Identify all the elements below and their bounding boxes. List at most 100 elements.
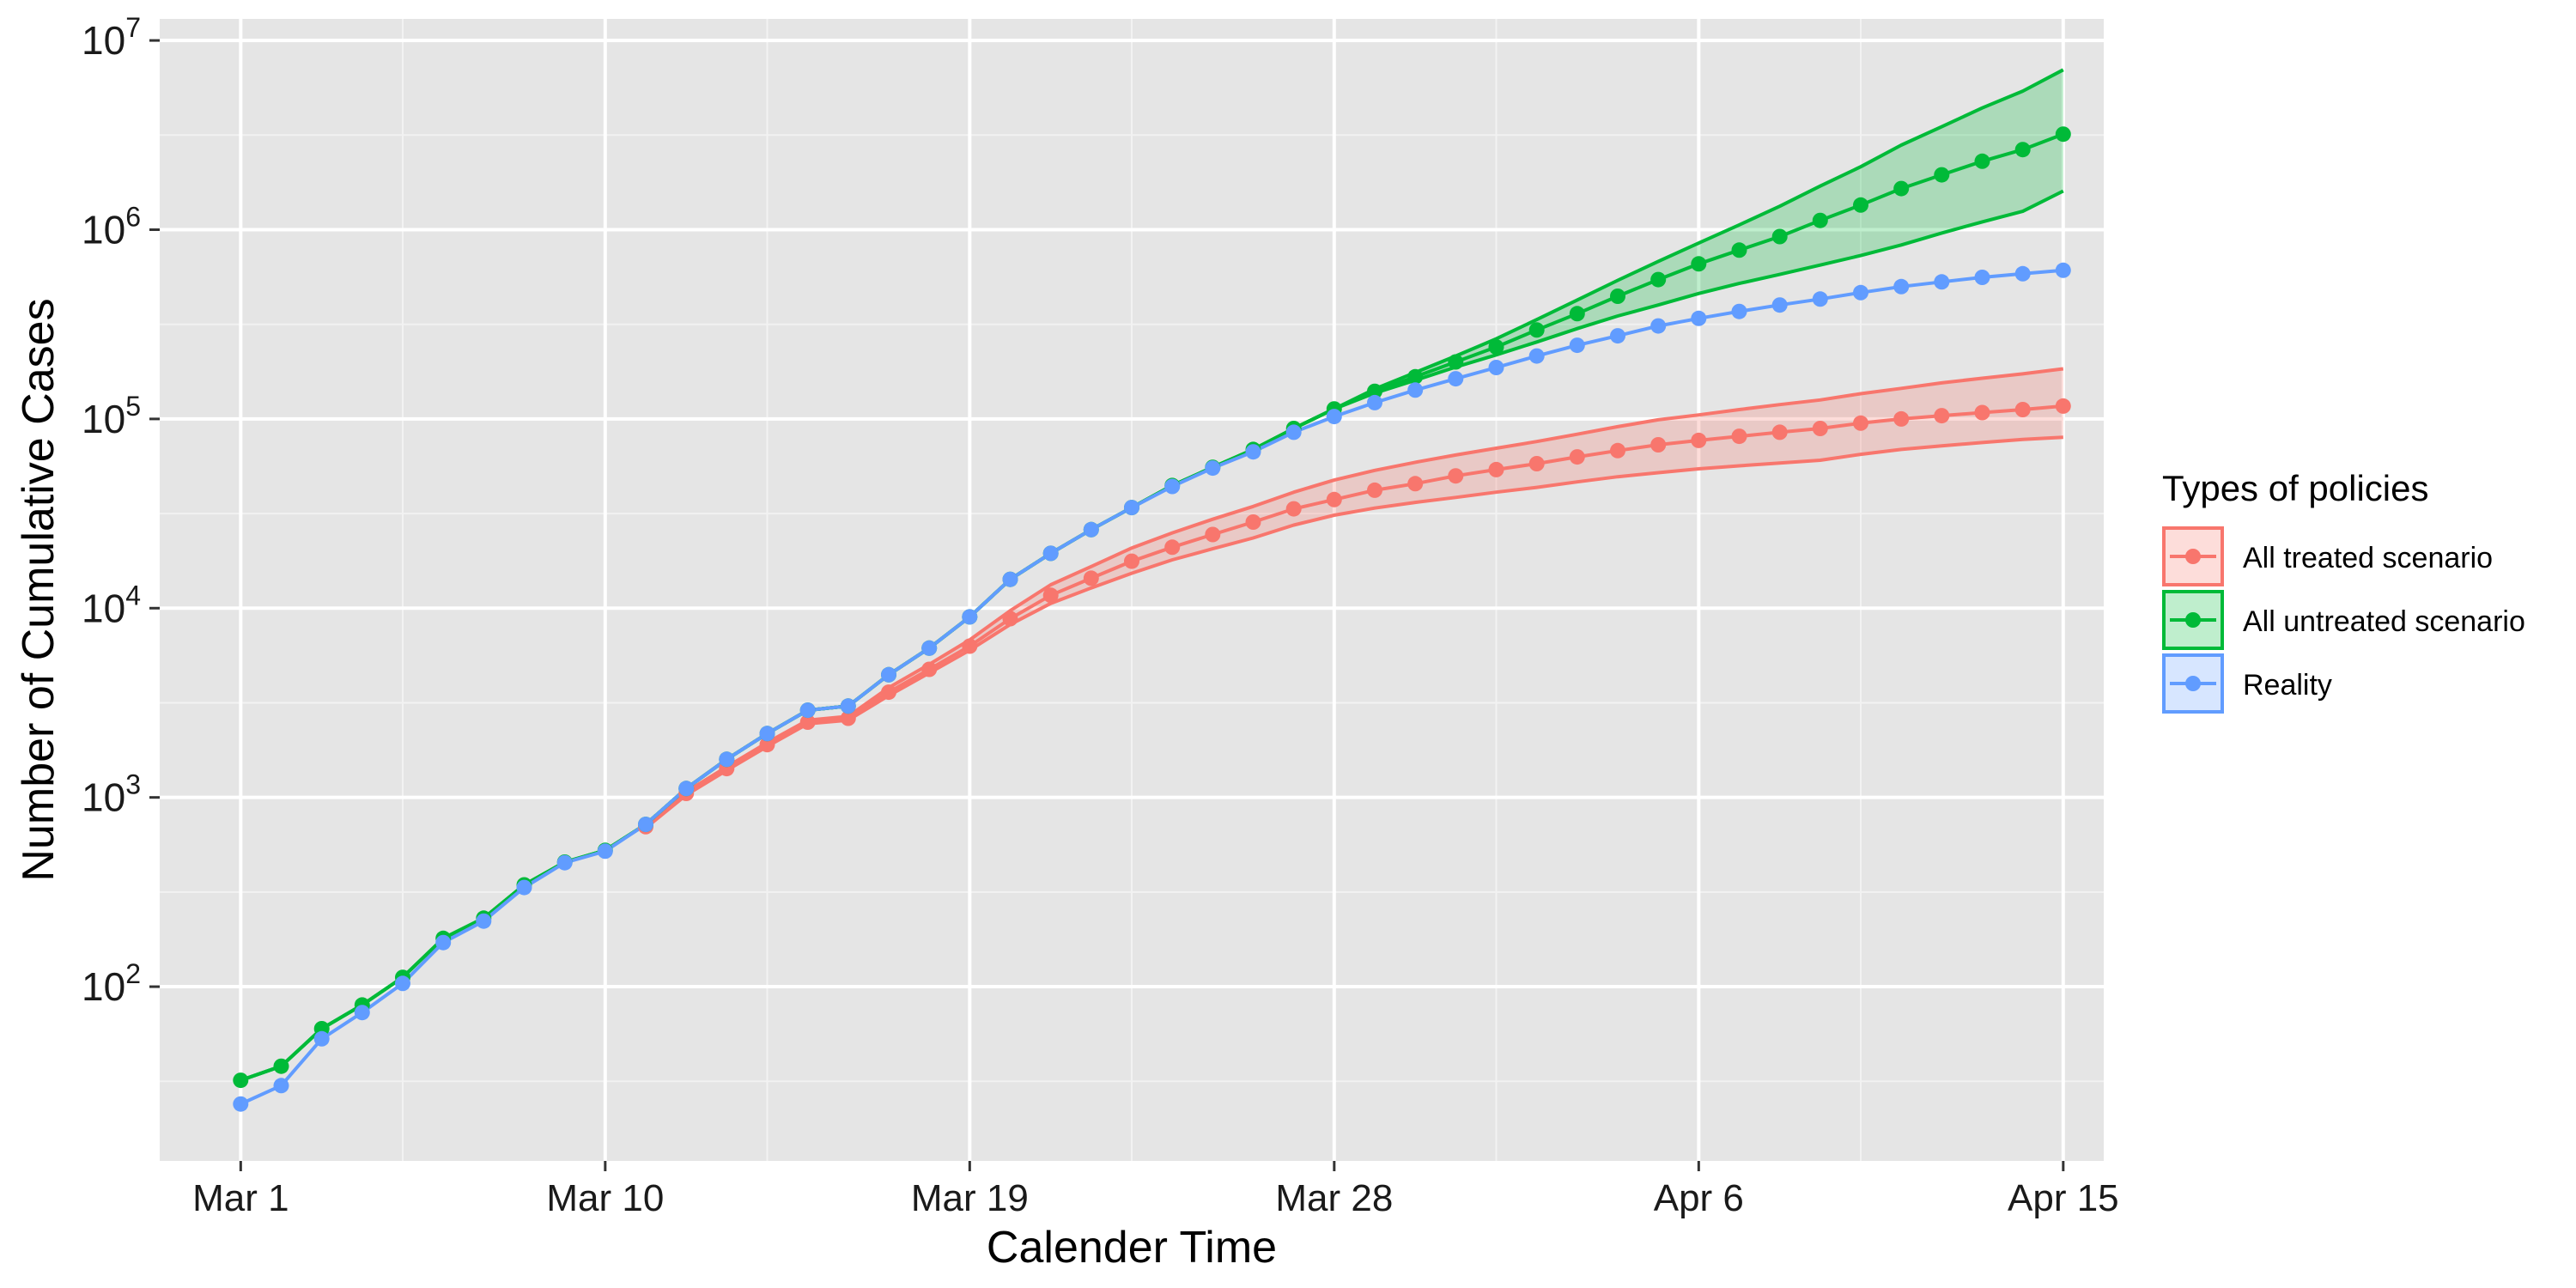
point-all-treated-scenario [1812, 421, 1828, 436]
point-all-treated-scenario [1974, 404, 1990, 421]
point-reality [1569, 337, 1585, 354]
point-reality [1326, 409, 1342, 425]
point-reality [435, 934, 452, 951]
point-all-untreated-scenario [1893, 180, 1910, 197]
point-reality [1367, 394, 1382, 410]
point-reality [476, 913, 492, 929]
x-tick-label: Mar 28 [1275, 1177, 1393, 1219]
point-all-treated-scenario [759, 737, 775, 753]
point-reality [395, 975, 410, 992]
point-reality [1205, 460, 1221, 477]
x-tick-label: Apr 15 [2008, 1177, 2119, 1219]
point-reality [719, 751, 735, 768]
point-all-treated-scenario [1245, 514, 1261, 530]
legend-item-all-treated-scenario: All treated scenario [2162, 526, 2493, 586]
point-all-treated-scenario [1853, 415, 1868, 431]
point-reality [1893, 278, 1910, 295]
point-all-treated-scenario [1488, 461, 1504, 477]
point-all-untreated-scenario [1528, 322, 1545, 338]
legend: Types of policies All treated scenario Al… [2162, 468, 2525, 714]
point-all-untreated-scenario [2055, 126, 2071, 143]
y-tick-label: 103 [82, 769, 141, 820]
bound-lower-all-treated-scenario [644, 435, 2063, 829]
y-tick-base: 10 [82, 964, 125, 1009]
point-all-treated-scenario [921, 661, 938, 677]
y-tick-exponent: 2 [125, 958, 141, 989]
point-all-treated-scenario [1002, 611, 1018, 627]
point-all-treated-scenario [1771, 424, 1788, 440]
point-all-treated-scenario [1042, 587, 1059, 604]
legend-label: All untreated scenario [2243, 605, 2525, 638]
y-tick-exponent: 5 [125, 391, 141, 422]
y-tick-exponent: 4 [125, 580, 141, 611]
point-reality [1610, 328, 1625, 344]
y-tick-base: 10 [82, 208, 125, 252]
point-all-untreated-scenario [233, 1072, 249, 1089]
point-reality [1853, 284, 1868, 301]
x-tick-label: Mar 10 [546, 1177, 664, 1219]
point-reality [273, 1078, 289, 1094]
point-all-treated-scenario [1691, 432, 1707, 448]
point-all-untreated-scenario [1974, 153, 1990, 169]
point-all-untreated-scenario [2014, 142, 2031, 158]
point-all-untreated-scenario [1488, 339, 1504, 355]
x-tick-label: Mar 1 [192, 1177, 289, 1219]
point-all-untreated-scenario [1853, 197, 1868, 213]
x-axis: Mar 1 Mar 10 Mar 19 Mar 28 Apr 6 Apr 15 [192, 1161, 2119, 1219]
point-all-untreated-scenario [1650, 271, 1667, 288]
point-reality [799, 702, 816, 719]
point-reality [1407, 382, 1424, 398]
point-reality [1731, 303, 1747, 319]
point-all-treated-scenario [1124, 553, 1139, 569]
point-reality [1528, 348, 1545, 364]
point-reality [233, 1096, 249, 1112]
y-tick-base: 10 [82, 18, 125, 63]
point-all-treated-scenario [1326, 491, 1342, 507]
point-reality [1002, 571, 1018, 587]
point-all-untreated-scenario [1934, 167, 1950, 183]
ribbon-all-treated-scenario [646, 368, 2063, 829]
point-all-treated-scenario [1083, 570, 1099, 586]
point-all-untreated-scenario [273, 1058, 289, 1074]
point-all-treated-scenario [1285, 501, 1302, 517]
point-reality [840, 698, 856, 714]
y-tick-exponent: 7 [125, 12, 141, 43]
y-tick-base: 10 [82, 586, 125, 630]
legend-label: Reality [2243, 669, 2332, 702]
point-all-treated-scenario [881, 684, 896, 701]
x-axis-title: Calender Time [987, 1223, 1277, 1273]
point-all-untreated-scenario [1448, 354, 1464, 370]
y-tick-base: 10 [82, 775, 125, 820]
point-all-treated-scenario [1610, 442, 1625, 459]
confidence-ribbons [240, 70, 2063, 1081]
point-all-treated-scenario [1448, 468, 1464, 484]
point-reality [2014, 265, 2031, 282]
point-reality [1124, 500, 1139, 516]
point-reality [1042, 545, 1059, 562]
y-tick-label: 102 [82, 958, 141, 1009]
point-all-treated-scenario [1164, 539, 1181, 556]
legend-label: All treated scenario [2243, 542, 2493, 574]
y-tick-label: 104 [82, 580, 141, 630]
point-all-untreated-scenario [1569, 306, 1585, 322]
legend-item-reality: Reality [2162, 653, 2332, 714]
point-reality [354, 1005, 370, 1021]
point-all-treated-scenario [1934, 408, 1950, 424]
point-reality [1245, 444, 1261, 460]
point-reality [556, 854, 573, 871]
point-reality [1164, 478, 1181, 495]
point-reality [638, 817, 653, 833]
y-tick-base: 10 [82, 397, 125, 441]
point-reality [1488, 360, 1504, 375]
y-tick-exponent: 3 [125, 769, 141, 800]
ribbon-all-untreated-scenario [240, 70, 2063, 1081]
legend-key-point [2185, 612, 2201, 628]
point-all-treated-scenario [1367, 482, 1382, 498]
y-axis-title: Number of Cumulative Cases [14, 298, 64, 881]
x-tick-label: Apr 6 [1654, 1177, 1744, 1219]
point-reality [1771, 297, 1788, 313]
point-reality [1974, 270, 1990, 285]
point-reality [597, 843, 613, 860]
point-reality [881, 666, 896, 683]
